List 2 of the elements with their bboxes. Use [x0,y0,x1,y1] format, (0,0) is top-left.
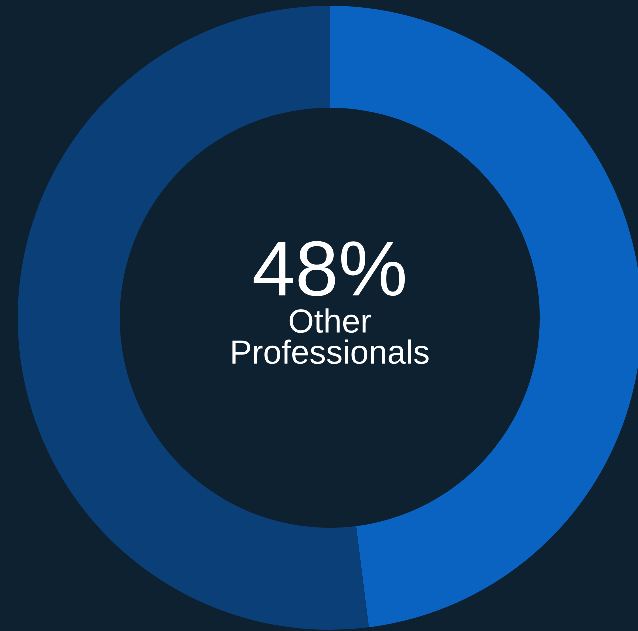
data-label: 48% [254,241,406,296]
slice-label: Other Professionals [232,308,429,364]
